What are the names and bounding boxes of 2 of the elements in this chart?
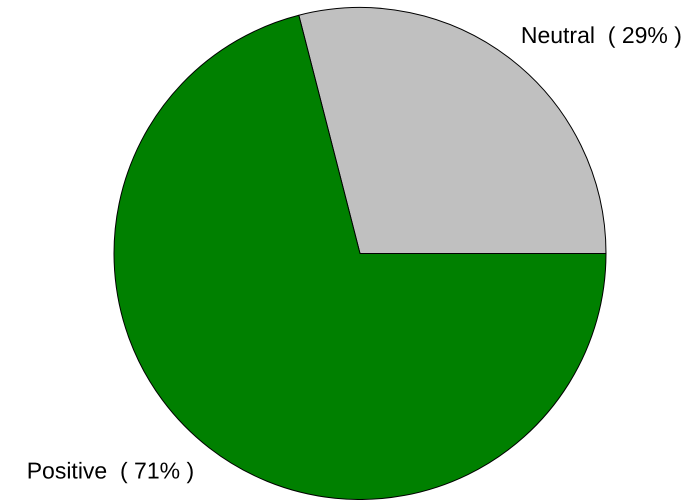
slice-label: Positive ( 71% ) [26,458,194,484]
slice-label: Neutral ( 29% ) [520,22,682,48]
